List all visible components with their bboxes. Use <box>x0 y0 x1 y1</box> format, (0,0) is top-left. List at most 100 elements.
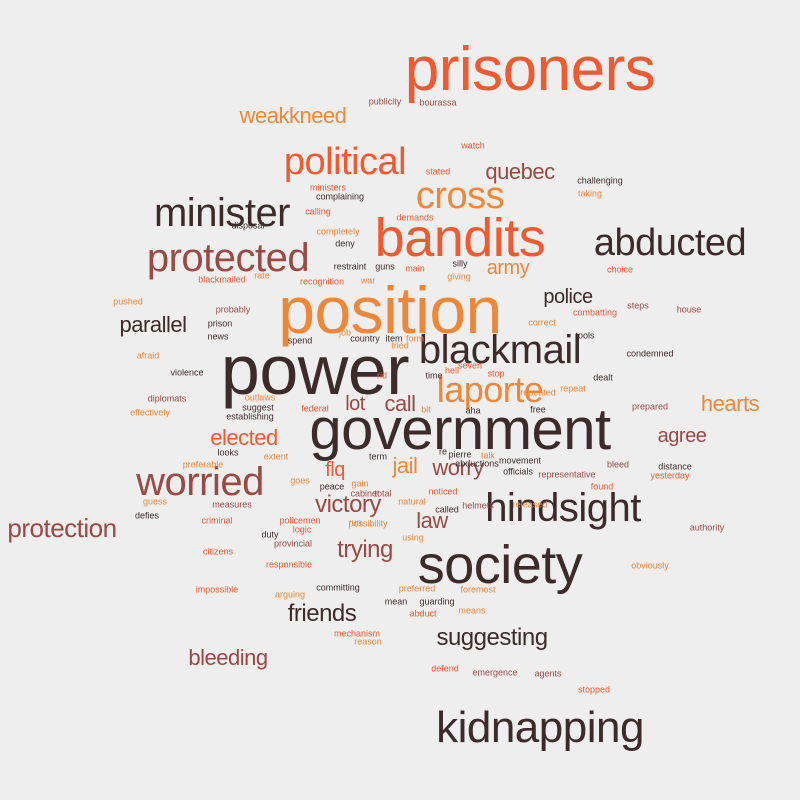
word-giving: giving <box>447 271 471 282</box>
word-protected: protected <box>146 236 310 280</box>
word-hindsight: hindsight <box>485 486 641 530</box>
word-political: political <box>283 141 407 183</box>
word-reason: reason <box>354 636 382 647</box>
word-lot: lot <box>345 393 365 415</box>
word-tried: tried <box>391 340 409 351</box>
word-item: item <box>385 333 403 344</box>
word-combatting: combatting <box>572 307 618 318</box>
word-watch: watch <box>461 140 485 151</box>
word-publicity: publicity <box>368 96 402 107</box>
word-disposal: disposal <box>231 220 265 231</box>
word-weakkneed: weakkneed <box>239 103 347 128</box>
word-stop: stop <box>487 368 505 379</box>
word-completely: completely <box>316 226 360 237</box>
word-effectively: effectively <box>130 407 170 418</box>
word-society: society <box>417 535 583 595</box>
word-abductions: abductions <box>455 458 499 469</box>
word-hearts: hearts <box>700 391 760 416</box>
word-war: war <box>360 275 376 286</box>
word-emergence: emergence <box>472 667 518 678</box>
word-flq: flq <box>325 459 345 481</box>
word-duty: duty <box>261 529 279 540</box>
word-preferable: preferable <box>182 459 224 470</box>
word-parallel: parallel <box>119 312 187 337</box>
word-jail: jail <box>392 453 418 478</box>
word-protection: protection <box>7 513 117 543</box>
word-means: means <box>458 605 486 616</box>
word-probably: probably <box>215 304 251 315</box>
word-spend: spend <box>287 335 313 346</box>
word-correct: correct <box>528 317 556 328</box>
word-free: free <box>530 404 546 415</box>
word-prison: prison <box>207 318 233 329</box>
word-federal: federal <box>301 403 329 414</box>
word-bleed: bleed <box>606 459 630 470</box>
word-law: law <box>416 508 448 533</box>
word-talk: talk <box>480 450 496 461</box>
word-bit: bit <box>421 404 431 415</box>
word-prepared: prepared <box>631 401 669 412</box>
word-mean: mean <box>384 596 408 607</box>
word-power: power <box>220 331 410 409</box>
word-stated: stated <box>425 166 451 177</box>
word-news: news <box>207 331 229 342</box>
word-provincial: provincial <box>273 538 313 549</box>
word-committing: committing <box>316 582 360 593</box>
word-suggest: suggest <box>242 402 274 413</box>
word-noticed: noticed <box>428 486 458 497</box>
word-pushed: pushed <box>113 296 143 307</box>
word-recognition: recognition <box>299 276 345 287</box>
word-rate: rate <box>254 270 270 281</box>
word-victory: victory <box>315 491 381 518</box>
word-bleeding: bleeding <box>188 645 268 670</box>
word-guarding: guarding <box>419 596 455 607</box>
word-preferred: preferred <box>398 583 436 594</box>
word-blackmailed: blackmailed <box>198 274 246 285</box>
word-mechanism: mechanism <box>333 628 381 639</box>
word-elected: elected <box>210 425 278 450</box>
word-deny: deny <box>335 238 355 249</box>
word-stopped: stopped <box>577 684 611 695</box>
word-suggesting: suggesting <box>436 624 548 651</box>
word-arguing: arguing <box>274 589 306 600</box>
word-dealt: dealt <box>593 372 613 383</box>
word-form: form <box>406 333 424 344</box>
word-foremost: foremost <box>460 584 496 595</box>
word-bourassa: bourassa <box>419 97 457 108</box>
word-challenging: challenging <box>577 175 623 186</box>
word-run: run <box>348 517 362 528</box>
word-using: using <box>402 532 424 543</box>
word-measures: measures <box>212 499 252 510</box>
word-peace: peace <box>319 481 345 492</box>
word-natural: natural <box>398 496 426 507</box>
word-government: government <box>309 397 611 462</box>
word-main: main <box>405 263 425 274</box>
word-guess: guess <box>142 496 168 507</box>
word-position: position <box>278 273 502 347</box>
word-rid: rid <box>376 370 388 381</box>
word-silly: silly <box>452 258 468 269</box>
word-call: call <box>384 391 416 416</box>
word-country: country <box>350 333 380 344</box>
word-officials: officials <box>503 466 533 477</box>
word-released: released <box>512 499 548 510</box>
word-kidnapping: kidnapping <box>436 703 644 752</box>
word-prisoners: prisoners <box>404 35 656 104</box>
word-authority: authority <box>689 522 725 533</box>
word-called: called <box>435 504 459 515</box>
word-trying: trying <box>337 536 393 563</box>
word-establishing: establishing <box>226 411 274 422</box>
word-condemned: condemned <box>626 348 674 359</box>
word-distance: distance <box>658 461 692 472</box>
word-restraint: restraint <box>333 261 367 272</box>
word-bandits: bandits <box>374 208 546 268</box>
word-worried: worried <box>136 460 264 504</box>
word-looks: looks <box>217 447 239 458</box>
word-hell: hell <box>444 365 460 376</box>
word-house: house <box>676 304 702 315</box>
word-gain: gain <box>351 478 369 489</box>
word-afraid: afraid <box>136 350 160 361</box>
word-taking: taking <box>577 188 603 199</box>
word-guns: guns <box>375 261 395 272</box>
